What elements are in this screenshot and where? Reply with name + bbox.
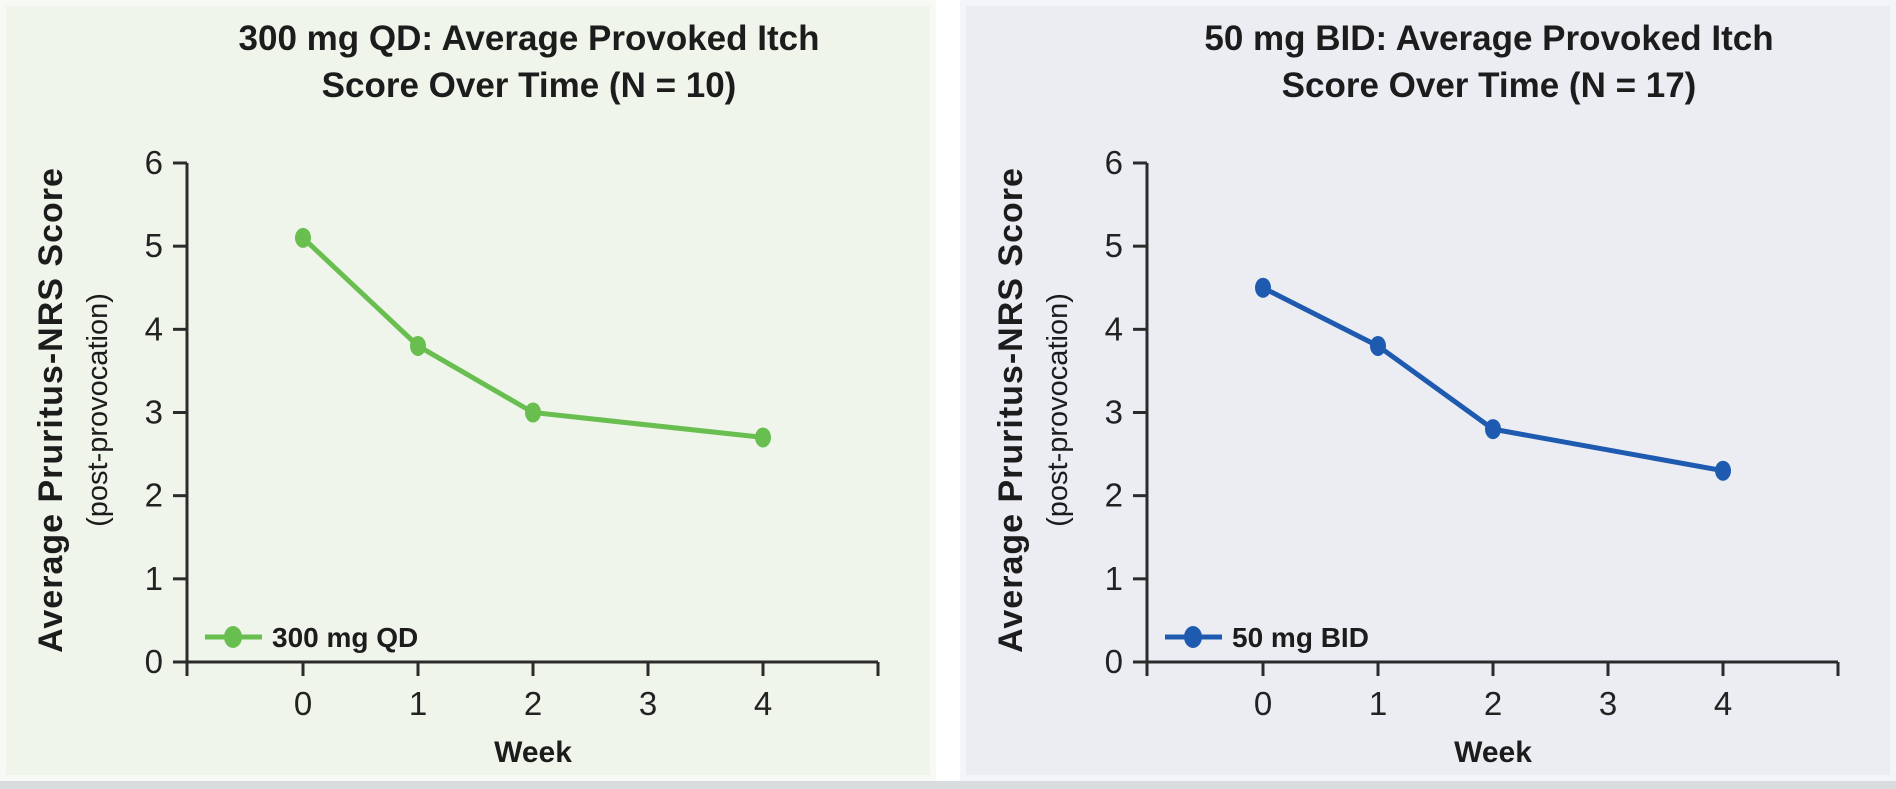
chart-title-300mg-qd: 300 mg QD: Average Provoked Itch Score Ov… xyxy=(150,15,908,109)
y-tick-label: 0 xyxy=(145,643,163,680)
data-line xyxy=(300,235,766,440)
y-tick-label: 1 xyxy=(145,560,163,597)
x-tick-label: 2 xyxy=(1484,685,1502,722)
data-point xyxy=(755,427,771,448)
chart-title-line2: Score Over Time (N = 10) xyxy=(321,66,737,105)
x-tick-label: 1 xyxy=(1369,685,1387,722)
data-point xyxy=(295,227,311,248)
y-axis-sublabel: (post-provocation) xyxy=(1042,293,1074,527)
y-tick-label: 5 xyxy=(1105,227,1123,264)
data-line xyxy=(1260,285,1726,474)
x-axis-label: Week xyxy=(1454,736,1532,769)
x-tick-label: 0 xyxy=(1254,685,1272,722)
data-point xyxy=(1255,277,1271,298)
y-axis-sublabel: (post-provocation) xyxy=(82,293,114,527)
y-tick-label: 5 xyxy=(145,227,163,264)
data-point xyxy=(410,335,426,356)
x-tick-label: 3 xyxy=(1599,685,1617,722)
y-tick-label: 2 xyxy=(1105,477,1123,514)
y-tick-label: 6 xyxy=(145,144,163,181)
y-tick-label: 6 xyxy=(1105,144,1123,181)
y-tick-label: 0 xyxy=(1105,643,1123,680)
y-tick-label: 2 xyxy=(145,477,163,514)
line-chart-300mg-qd: Average Pruritus-NRS Score (post-provoca… xyxy=(32,144,880,769)
chart-panel-50mg-bid: 50 mg BID: Average Provoked Itch Score Ov… xyxy=(960,0,1896,781)
x-tick-label: 0 xyxy=(294,685,312,722)
y-tick-label: 3 xyxy=(145,394,163,431)
x-tick-label: 1 xyxy=(409,685,427,722)
chart-title-line2: Score Over Time (N = 17) xyxy=(1281,66,1697,105)
y-tick-label: 3 xyxy=(1105,394,1123,431)
x-axis-label: Week xyxy=(494,736,572,769)
chart-title-line1: 50 mg BID: Average Provoked Itch xyxy=(1204,19,1774,58)
line-chart-50mg-bid: Average Pruritus-NRS Score (post-provoca… xyxy=(992,144,1840,769)
data-point xyxy=(525,402,541,423)
y-tick-label: 4 xyxy=(145,310,163,347)
chart-title-line1: 300 mg QD: Average Provoked Itch xyxy=(238,19,820,58)
data-point xyxy=(1370,335,1386,356)
chart-title-50mg-bid: 50 mg BID: Average Provoked Itch Score Ov… xyxy=(1110,15,1868,109)
data-point xyxy=(1485,419,1501,440)
y-tick-label: 4 xyxy=(1105,310,1123,347)
data-point xyxy=(1715,460,1731,481)
legend-marker xyxy=(1184,626,1202,648)
x-tick-label: 4 xyxy=(1714,685,1732,722)
chart-panel-300mg-qd: 300 mg QD: Average Provoked Itch Score Ov… xyxy=(0,0,936,781)
x-tick-label: 4 xyxy=(754,685,772,722)
x-tick-label: 3 xyxy=(639,685,657,722)
y-tick-label: 1 xyxy=(1105,560,1123,597)
bottom-edge-strip xyxy=(0,781,1896,789)
legend-marker xyxy=(224,626,242,648)
legend-label: 50 mg BID xyxy=(1232,622,1369,653)
y-axis-label: Average Pruritus-NRS Score xyxy=(992,167,1030,653)
legend-label: 300 mg QD xyxy=(272,622,418,653)
x-tick-label: 2 xyxy=(524,685,542,722)
y-axis-label: Average Pruritus-NRS Score xyxy=(32,167,70,653)
